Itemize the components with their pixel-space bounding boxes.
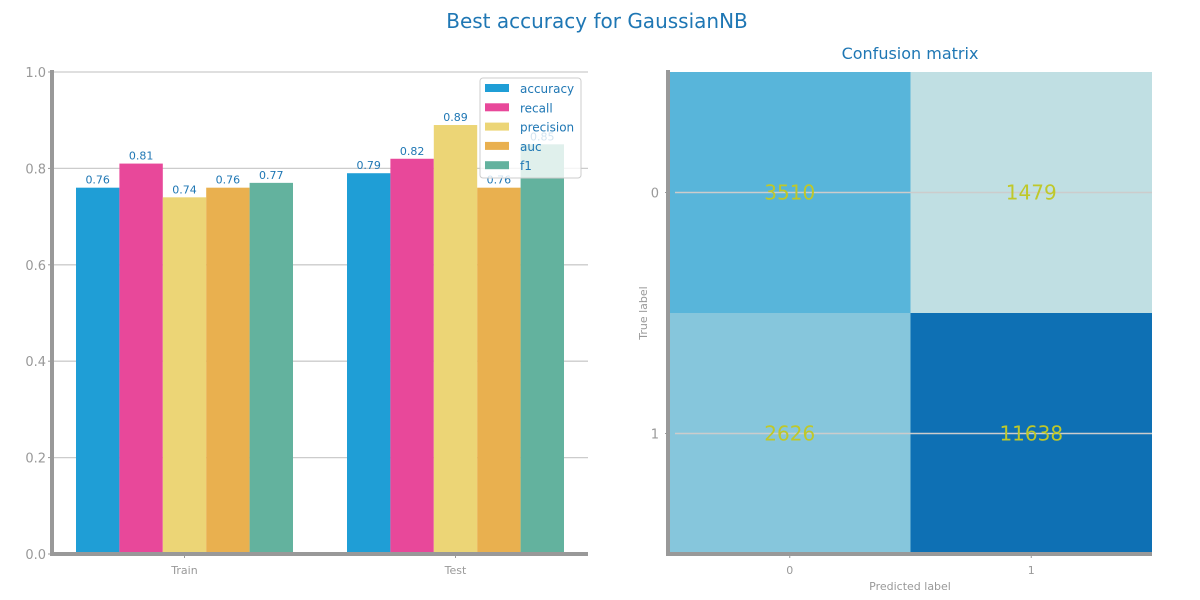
legend-swatch-accuracy bbox=[485, 84, 509, 92]
legend-swatch-auc bbox=[485, 141, 509, 150]
cm-xtick-label: 0 bbox=[786, 564, 793, 577]
bar-chart-bars bbox=[76, 125, 564, 555]
bar-precision-test bbox=[433, 125, 478, 555]
cm-xtick-label: 1 bbox=[1028, 564, 1035, 577]
bar-recall-test bbox=[390, 158, 434, 554]
bar-f1-train bbox=[249, 182, 293, 555]
bar-data-label: 0.79 bbox=[356, 159, 381, 172]
bar-accuracy-test bbox=[347, 173, 391, 554]
confusion-matrix-ylabel: True label bbox=[637, 286, 650, 340]
bar-recall-train bbox=[119, 163, 163, 554]
bar-data-label: 0.77 bbox=[259, 169, 284, 182]
confusion-matrix-axes: 0 1 0 1 bbox=[651, 70, 1152, 577]
bar-ytick-label: 1.0 bbox=[25, 66, 46, 81]
figure-title: Best accuracy for GaussianNB bbox=[446, 9, 748, 33]
legend-label-recall: recall bbox=[520, 101, 553, 115]
legend-swatch-precision bbox=[485, 122, 509, 131]
legend-box bbox=[479, 77, 582, 179]
cm-cell-value: 1479 bbox=[1006, 181, 1057, 205]
bar-auc-test bbox=[477, 187, 521, 554]
bar-accuracy-train bbox=[76, 187, 120, 554]
bar-chart-data-labels: 0.760.810.740.760.770.790.820.890.760.85 bbox=[85, 111, 554, 196]
cm-ytick-label: 0 bbox=[651, 187, 659, 202]
cm-cell-value: 11638 bbox=[999, 422, 1063, 446]
bar-xtick-label: Train bbox=[170, 564, 197, 577]
bar-chart-legend: accuracy recall precision auc f1 bbox=[479, 77, 582, 179]
cm-ytick-label: 1 bbox=[651, 428, 659, 443]
bar-data-label: 0.82 bbox=[400, 145, 425, 158]
bar-chart-axes: 0.0 0.2 0.4 0.6 0.8 1.0 Train Test bbox=[25, 66, 588, 577]
bar-data-label: 0.76 bbox=[85, 174, 110, 187]
cm-cell-value: 2626 bbox=[764, 422, 815, 446]
legend-label-precision: precision bbox=[520, 121, 574, 135]
bar-chart: 0.760.810.740.760.770.790.820.890.760.85… bbox=[25, 66, 588, 577]
bar-ytick-label: 0.0 bbox=[25, 548, 46, 563]
bar-precision-train bbox=[162, 197, 207, 554]
bar-f1-test bbox=[520, 144, 564, 555]
bar-data-label: 0.81 bbox=[129, 150, 154, 163]
cm-cell-value: 3510 bbox=[764, 181, 815, 205]
bar-ytick-label: 0.8 bbox=[25, 162, 46, 177]
confusion-matrix-title: Confusion matrix bbox=[842, 44, 979, 63]
legend-label-accuracy: accuracy bbox=[520, 82, 574, 96]
bar-data-label: 0.74 bbox=[172, 183, 197, 196]
bar-ytick-label: 0.4 bbox=[25, 355, 46, 370]
bar-xtick-label: Test bbox=[444, 564, 467, 577]
confusion-matrix-cells: 3510 1479 2626 11638 bbox=[669, 72, 1152, 554]
bar-data-label: 0.76 bbox=[216, 174, 241, 187]
legend-swatch-f1 bbox=[485, 161, 509, 170]
legend-label-f1: f1 bbox=[520, 159, 532, 173]
confusion-matrix-xlabel: Predicted label bbox=[869, 580, 951, 593]
bar-data-label: 0.89 bbox=[443, 111, 468, 124]
legend-swatch-recall bbox=[485, 103, 509, 112]
bar-auc-train bbox=[206, 187, 250, 554]
bar-ytick-label: 0.6 bbox=[25, 259, 46, 274]
bar-ytick-label: 0.2 bbox=[25, 452, 46, 467]
legend-label-auc: auc bbox=[520, 140, 542, 154]
